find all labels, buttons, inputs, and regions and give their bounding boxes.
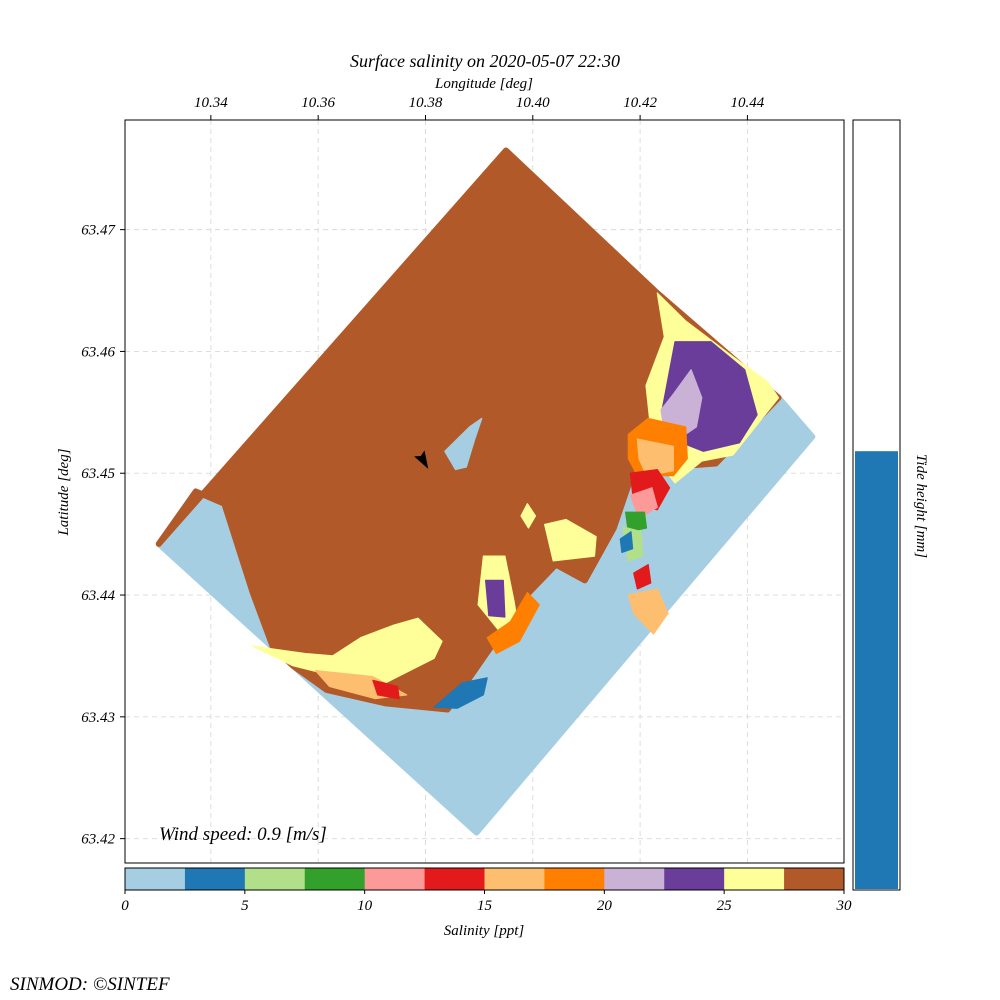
colorbar-swatch-0	[125, 868, 186, 890]
salinity-region-16	[485, 579, 506, 618]
colorbar-tick-label-1: 5	[241, 898, 249, 914]
y-axis-label: Latitude [deg]	[56, 448, 72, 536]
wind-arrow	[414, 450, 429, 469]
tide-level-bar	[855, 451, 898, 889]
colorbar-swatches	[125, 868, 845, 890]
wind-layer	[414, 450, 429, 469]
x-tick-label-4: 10.42	[623, 95, 657, 111]
plot-frame	[124, 119, 845, 864]
salinity-region-21	[486, 591, 540, 655]
colorbar-swatch-6	[484, 868, 545, 890]
salinity-region-22	[543, 518, 597, 562]
footer-credit: SINMOD: ©SINTEF	[10, 974, 170, 995]
colorbar-swatch-5	[424, 868, 485, 890]
colorbar-tick-label-5: 25	[717, 898, 733, 914]
colorbar-label: Salinity [ppt]	[444, 923, 525, 939]
salinity-region-8	[629, 487, 658, 519]
salinity-region-20	[433, 677, 488, 709]
y-axis-ticks: 63.42 63.43 63.44 63.45 63.46 63.47	[81, 223, 125, 848]
colorbar-tick-label-3: 15	[477, 898, 493, 914]
salinity-field	[155, 147, 816, 836]
y-tick-label-4: 63.46	[81, 344, 115, 360]
colorbar-tick-label-4: 20	[597, 898, 613, 914]
y-tick-label-0: 63.42	[81, 832, 115, 848]
x-tick-label-2: 10.38	[409, 95, 443, 111]
colorbar-swatch-4	[364, 868, 426, 890]
wind-arrow-head	[414, 450, 429, 469]
salinity-region-4	[660, 369, 703, 435]
colorbar-tick-label-2: 10	[357, 898, 373, 914]
salinity-colorbar: 0 5 10 15 20 25 30 Salinity [ppt]	[121, 867, 852, 939]
colorbar-swatch-2	[244, 868, 306, 890]
colorbar-ticks: 0 5 10 15 20 25 30	[121, 890, 852, 914]
x-tick-label-5: 10.44	[731, 95, 765, 111]
chart-title: Surface salinity on 2020-05-07 22:30	[350, 51, 620, 71]
x-axis-label: Longitude [deg]	[434, 76, 533, 92]
salinity-region-13	[627, 588, 669, 635]
tide-gauge: Tide height [mm]	[852, 119, 929, 891]
y-tick-label-2: 63.44	[81, 588, 115, 604]
colorbar-swatch-3	[304, 868, 366, 890]
y-tick-label-5: 63.47	[81, 223, 116, 239]
colorbar-swatch-11	[784, 868, 845, 890]
x-tick-label-0: 10.34	[194, 95, 228, 111]
salinity-region-11	[619, 531, 634, 554]
x-tick-label-3: 10.40	[516, 95, 550, 111]
map-plot-area: 10.34 10.36 10.38 10.40 10.42 10.44 63.4263.4…	[81, 95, 845, 864]
salinity-region-12	[633, 563, 652, 590]
colorbar-swatch-1	[184, 868, 246, 890]
y-tick-label-3: 63.45	[81, 466, 115, 482]
colorbar-swatch-9	[664, 868, 725, 890]
wind-speed-label: Wind speed: 0.9 [m/s]	[159, 824, 327, 845]
salinity-region-19	[372, 679, 400, 700]
colorbar-swatch-7	[544, 868, 605, 890]
colorbar-swatch-10	[724, 868, 785, 890]
y-tick-label-1: 63.43	[81, 710, 115, 726]
salinity-region-9	[624, 511, 648, 533]
colorbar-tick-label-6: 30	[836, 898, 853, 914]
tide-label: Tide height [mm]	[913, 454, 929, 558]
x-axis-ticks: 10.34 10.36 10.38 10.40 10.42 10.44	[194, 95, 765, 120]
colorbar-swatch-8	[604, 868, 665, 890]
x-tick-label-1: 10.36	[301, 95, 335, 111]
salinity-region-14	[444, 417, 483, 471]
colorbar-tick-label-0: 0	[121, 898, 129, 914]
salinity-region-23	[520, 503, 537, 529]
